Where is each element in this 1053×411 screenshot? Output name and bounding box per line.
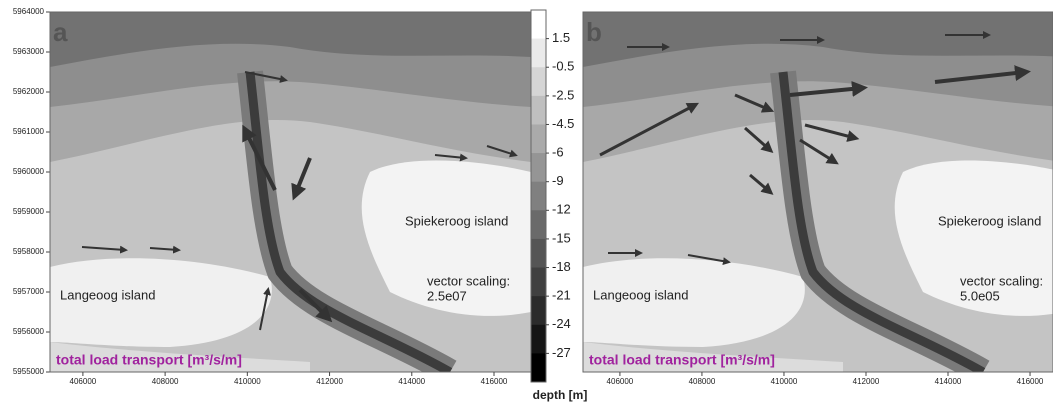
vector-scaling-label: vector scaling: [427,273,510,288]
y-tick-label: 5959000 [13,207,45,216]
colorbar-tick-label: -2.5 [552,87,574,102]
island-label: Spiekeroog island [405,213,508,228]
colorbar-band [531,67,546,96]
x-tick-label: 416000 [1017,377,1044,386]
y-tick-label: 5960000 [13,167,45,176]
colorbar-band [531,10,546,39]
colorbar-band [531,210,546,239]
colorbar-band [531,268,546,297]
island-label: Langeoog island [60,287,155,302]
island-label: Langeoog island [593,287,688,302]
colorbar-band [531,182,546,211]
colorbar-band [531,124,546,153]
colorbar-tick-label: -6 [552,145,564,160]
colorbar-tick-label: -27 [552,345,571,360]
x-tick-label: 412000 [853,377,880,386]
x-tick-label: 414000 [935,377,962,386]
y-tick-label: 5955000 [13,367,45,376]
colorbar-band [531,353,546,382]
colorbar-tick-label: -18 [552,259,571,274]
colorbar-tick-label: -21 [552,288,571,303]
y-tick-label: 5961000 [13,127,45,136]
colorbar-tick-label: -24 [552,316,571,331]
colorbar-band [531,153,546,182]
colorbar-tick-label: -4.5 [552,116,574,131]
colorbar-band [531,296,546,325]
y-tick-label: 5957000 [13,287,45,296]
x-tick-label: 412000 [316,377,343,386]
y-tick-label: 5956000 [13,327,45,336]
colorbar-tick-label: -15 [552,230,571,245]
x-tick-label: 410000 [771,377,798,386]
y-tick-label: 5964000 [13,7,45,16]
colorbar-band [531,325,546,354]
panel-label: a [53,17,68,47]
colorbar-band [531,96,546,125]
colorbar-tick-label: 1.5 [552,30,570,45]
colorbar-band [531,39,546,68]
island-label: Spiekeroog island [938,213,1041,228]
colorbar-label: depth [m] [533,388,588,402]
y-tick-label: 5958000 [13,247,45,256]
colorbar-tick-label: -0.5 [552,59,574,74]
figure: 1.5 -0.5 -2.5 -4.5 -6 -9 -12 -15 -18 -21 -24 -27 de… [0,0,1053,406]
vector-scaling-label: vector scaling: [960,273,1043,288]
map-b [583,12,1053,372]
vector-scale: 5.0e05 [960,288,1000,303]
y-tick-label: 5962000 [13,87,45,96]
colorbar: 1.5 -0.5 -2.5 -4.5 -6 -9 -12 -15 -18 -21 -24 -27 [531,10,574,383]
x-tick-label: 408000 [689,377,716,386]
colorbar-band [531,239,546,268]
x-tick-label: 406000 [70,377,97,386]
legend-label: total load transport [m³/s/m] [589,352,775,368]
x-tick-label: 414000 [398,377,425,386]
colorbar-tick-label: -12 [552,202,571,217]
panel-label: b [586,17,602,47]
x-tick-label: 408000 [152,377,179,386]
vector-scale: 2.5e07 [427,288,467,303]
colorbar-tick-label: -9 [552,173,564,188]
x-tick-label: 406000 [607,377,634,386]
legend-label: total load transport [m³/s/m] [56,352,242,368]
y-tick-label: 5963000 [13,47,45,56]
map-a [50,12,531,372]
x-tick-label: 410000 [234,377,261,386]
x-tick-label: 416000 [481,377,508,386]
